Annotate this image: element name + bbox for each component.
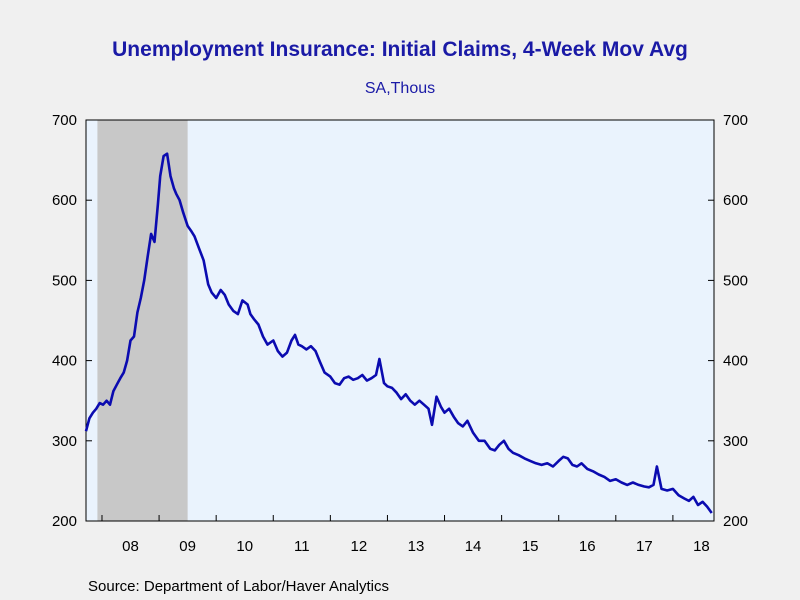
recession-band bbox=[97, 120, 188, 521]
y-tick-label-right: 600 bbox=[723, 192, 748, 209]
y-tick-label-left: 600 bbox=[52, 192, 77, 209]
y-tick-label-right: 200 bbox=[723, 513, 748, 530]
y-tick-label-left: 400 bbox=[52, 353, 77, 370]
x-tick-label: 09 bbox=[179, 538, 196, 555]
y-tick-label-left: 200 bbox=[52, 513, 77, 530]
x-tick-label: 17 bbox=[636, 538, 653, 555]
x-tick-label: 15 bbox=[522, 538, 539, 555]
chart-subtitle: SA,Thous bbox=[364, 80, 436, 97]
x-tick-label: 10 bbox=[236, 538, 253, 555]
x-tick-label: 14 bbox=[465, 538, 482, 555]
plot-frame bbox=[85, 119, 715, 522]
y-tick-label-left: 700 bbox=[52, 112, 77, 129]
y-tick-label-left: 500 bbox=[52, 272, 77, 289]
x-tick-label: 08 bbox=[122, 538, 139, 555]
y-tick-label-left: 300 bbox=[52, 433, 77, 450]
x-tick-label: 12 bbox=[351, 538, 368, 555]
y-tick-label-right: 300 bbox=[723, 433, 748, 450]
y-tick-label-right: 700 bbox=[723, 112, 748, 129]
chart-source: Source: Department of Labor/Haver Analyt… bbox=[88, 578, 389, 595]
plot-background bbox=[86, 120, 714, 521]
series-line bbox=[84, 152, 713, 514]
x-tick-label: 11 bbox=[294, 538, 310, 555]
y-tick-label-right: 500 bbox=[723, 272, 748, 289]
x-tick-label: 16 bbox=[579, 538, 596, 555]
chart-title: Unemployment Insurance: Initial Claims, … bbox=[112, 38, 688, 61]
x-tick-label: 18 bbox=[693, 538, 710, 555]
x-tick-label: 13 bbox=[408, 538, 425, 555]
y-tick-label-right: 400 bbox=[723, 353, 748, 370]
